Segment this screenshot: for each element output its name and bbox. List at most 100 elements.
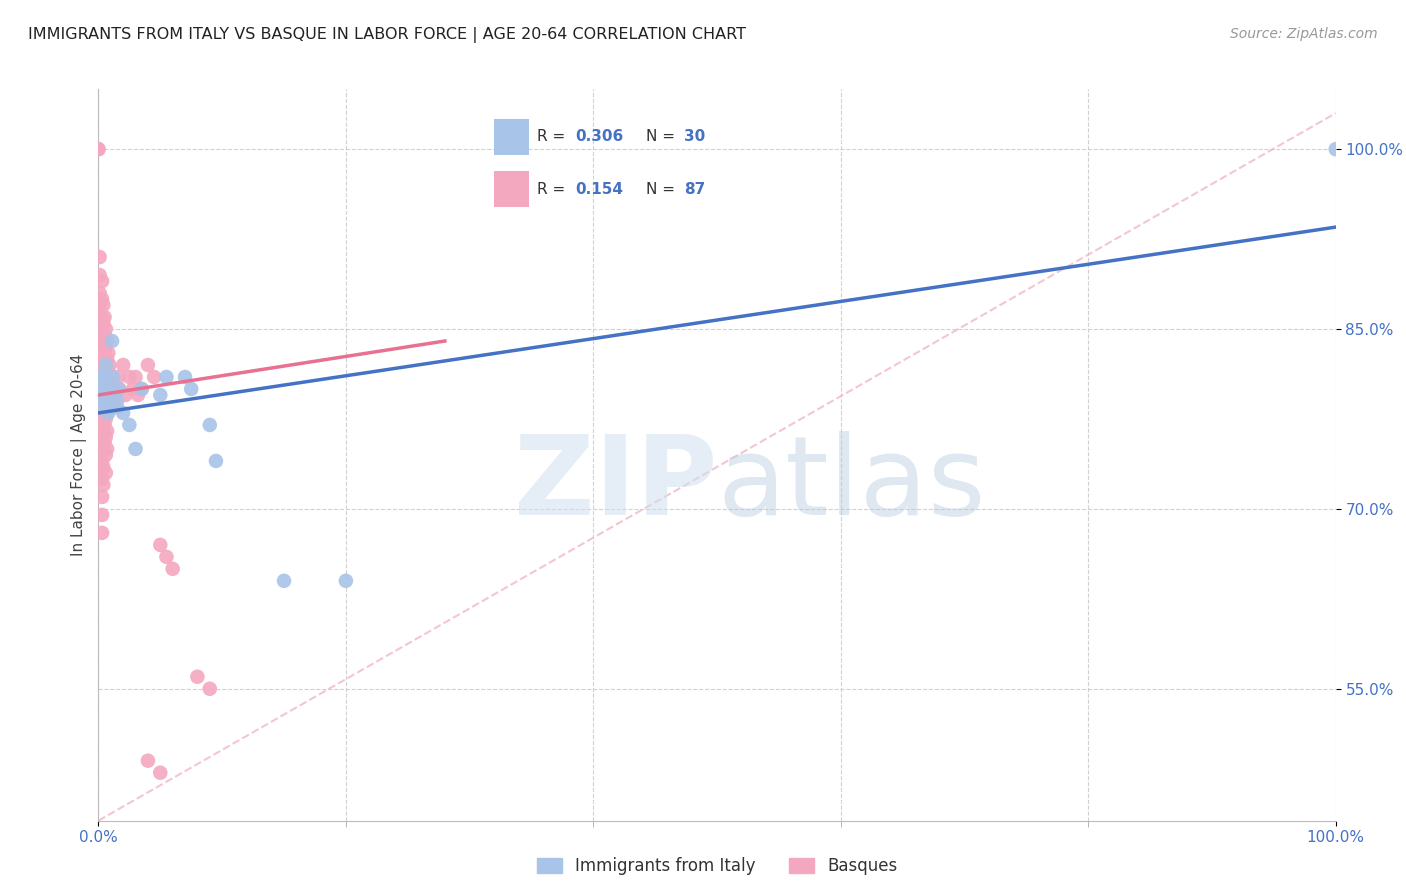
Point bbox=[97, 406, 120, 420]
Point bbox=[108, 382, 131, 396]
Point bbox=[91, 417, 114, 432]
Point bbox=[97, 364, 120, 378]
Point bbox=[155, 370, 177, 384]
Point bbox=[103, 370, 125, 384]
Point bbox=[96, 442, 118, 456]
Point bbox=[105, 400, 128, 414]
Y-axis label: In Labor Force | Age 20-64: In Labor Force | Age 20-64 bbox=[72, 354, 87, 556]
Point bbox=[1324, 142, 1347, 156]
Point bbox=[93, 328, 115, 343]
Point bbox=[94, 430, 117, 444]
Point bbox=[90, 310, 112, 324]
Point bbox=[131, 382, 153, 396]
Point bbox=[118, 370, 141, 384]
Point bbox=[96, 388, 118, 402]
Point bbox=[91, 490, 114, 504]
Point bbox=[90, 370, 112, 384]
Point bbox=[93, 459, 115, 474]
Point bbox=[93, 346, 115, 360]
Point bbox=[186, 670, 208, 684]
Point bbox=[94, 358, 117, 372]
Point bbox=[90, 334, 112, 348]
Point bbox=[162, 562, 184, 576]
Point bbox=[198, 681, 221, 696]
Point bbox=[93, 400, 115, 414]
Point bbox=[103, 394, 125, 409]
Point bbox=[96, 334, 118, 348]
Text: ZIP: ZIP bbox=[513, 431, 717, 538]
Point bbox=[93, 382, 115, 396]
Point bbox=[105, 394, 128, 409]
Point bbox=[143, 370, 166, 384]
Point bbox=[136, 358, 159, 372]
Text: atlas: atlas bbox=[717, 431, 986, 538]
Point bbox=[180, 382, 202, 396]
Point bbox=[91, 346, 114, 360]
Point bbox=[96, 406, 118, 420]
Point bbox=[94, 340, 117, 354]
Point bbox=[100, 370, 122, 384]
Point bbox=[93, 364, 115, 378]
Point bbox=[91, 436, 114, 450]
Point bbox=[93, 400, 115, 414]
Point bbox=[91, 292, 114, 306]
Point bbox=[122, 382, 145, 396]
Point bbox=[90, 322, 112, 336]
Point bbox=[90, 346, 112, 360]
Point bbox=[107, 370, 129, 384]
Point bbox=[96, 370, 118, 384]
Point bbox=[93, 417, 115, 432]
Point bbox=[94, 322, 117, 336]
Point bbox=[94, 448, 117, 462]
Point bbox=[91, 328, 114, 343]
Point bbox=[89, 286, 111, 301]
Point bbox=[97, 346, 120, 360]
Point bbox=[112, 358, 135, 372]
Text: IMMIGRANTS FROM ITALY VS BASQUE IN LABOR FORCE | AGE 20-64 CORRELATION CHART: IMMIGRANTS FROM ITALY VS BASQUE IN LABOR… bbox=[28, 27, 747, 43]
Point bbox=[101, 334, 124, 348]
Point bbox=[205, 454, 228, 468]
Point bbox=[174, 370, 197, 384]
Point bbox=[96, 424, 118, 438]
Point bbox=[93, 351, 115, 366]
Point bbox=[97, 382, 120, 396]
Point bbox=[94, 358, 117, 372]
Point bbox=[90, 358, 112, 372]
Point bbox=[93, 370, 115, 384]
Point bbox=[89, 268, 111, 282]
Point bbox=[89, 298, 111, 312]
Point bbox=[98, 388, 121, 402]
Point bbox=[94, 412, 117, 426]
Point bbox=[91, 388, 114, 402]
Point bbox=[103, 382, 125, 396]
Text: Source: ZipAtlas.com: Source: ZipAtlas.com bbox=[1230, 27, 1378, 41]
Point bbox=[89, 394, 111, 409]
Point bbox=[93, 388, 115, 402]
Point bbox=[91, 454, 114, 468]
Point bbox=[87, 142, 110, 156]
Point bbox=[127, 388, 149, 402]
Point bbox=[118, 417, 141, 432]
Point bbox=[91, 382, 114, 396]
Point bbox=[93, 310, 115, 324]
Point bbox=[114, 388, 136, 402]
Point bbox=[96, 382, 118, 396]
Point bbox=[96, 351, 118, 366]
Point bbox=[93, 394, 115, 409]
Point bbox=[149, 538, 172, 552]
Point bbox=[94, 394, 117, 409]
Point bbox=[90, 370, 112, 384]
Point bbox=[112, 406, 135, 420]
Point bbox=[93, 406, 115, 420]
Point bbox=[91, 472, 114, 486]
Point bbox=[91, 525, 114, 540]
Point bbox=[335, 574, 357, 588]
Point bbox=[94, 466, 117, 480]
Point bbox=[149, 765, 172, 780]
Legend: Immigrants from Italy, Basques: Immigrants from Italy, Basques bbox=[530, 850, 904, 882]
Point bbox=[149, 388, 172, 402]
Point bbox=[91, 274, 114, 288]
Point bbox=[91, 400, 114, 414]
Point bbox=[93, 370, 115, 384]
Point bbox=[93, 382, 115, 396]
